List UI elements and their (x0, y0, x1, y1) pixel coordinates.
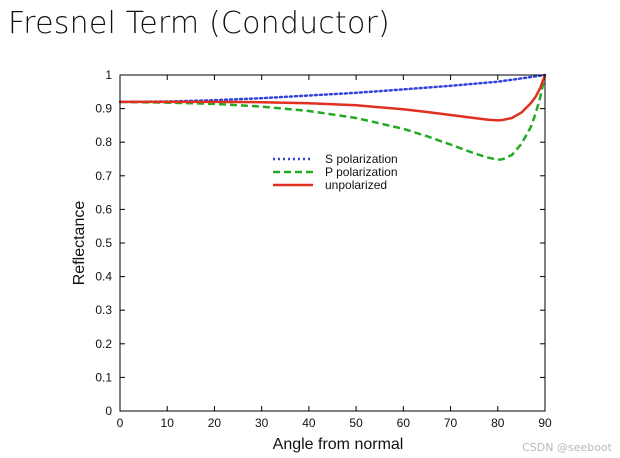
x-tick-label: 40 (302, 416, 316, 430)
legend-label-unpolarized: unpolarized (325, 178, 387, 192)
plot-frame (119, 74, 546, 412)
x-tick-label: 50 (349, 416, 363, 430)
x-tick-label: 0 (117, 416, 124, 430)
x-tick-label: 60 (397, 416, 411, 430)
series-line-unpolarized (120, 74, 547, 122)
y-tick-label: 0.6 (95, 202, 112, 216)
series-lines (118, 73, 547, 161)
y-axis-label: Reflectance (71, 201, 88, 286)
x-axis-label: Angle from normal (273, 436, 404, 453)
legend-label-p-polarization: P polarization (325, 165, 398, 179)
axis-ticks: 0 10 20 30 40 50 60 70 80 90 0 0.1 0.2 0.3 0.4 0.5 0.6 0.… (95, 68, 552, 430)
legend-label-s-polarization: S polarization (325, 152, 398, 166)
slide-title: Fresnel Term (Conductor) (8, 6, 390, 41)
series-line-s-polarization (118, 73, 547, 104)
series-line-p-polarization (119, 74, 547, 161)
y-tick-label: 0.7 (95, 169, 112, 183)
watermark: CSDN @seeboot (522, 441, 612, 454)
y-tick-label: 1 (105, 68, 112, 82)
y-tick-label: 0 (105, 404, 112, 418)
x-tick-label: 10 (161, 416, 175, 430)
y-tick-label: 0.9 (95, 102, 112, 116)
y-tick-label: 0.1 (95, 370, 112, 384)
y-tick-label: 0.2 (95, 337, 112, 351)
y-tick-label: 0.4 (95, 270, 112, 284)
y-tick-label: 0.5 (95, 236, 112, 250)
x-tick-label: 70 (444, 416, 458, 430)
x-tick-label: 30 (255, 416, 269, 430)
x-tick-label: 80 (491, 416, 505, 430)
x-tick-label: 20 (208, 416, 222, 430)
y-tick-label: 0.3 (95, 303, 112, 317)
y-tick-label: 0.8 (95, 135, 112, 149)
x-tick-label: 90 (538, 416, 552, 430)
